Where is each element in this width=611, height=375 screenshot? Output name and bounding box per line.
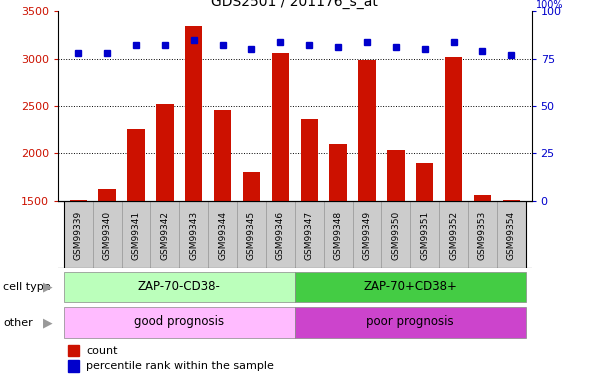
Text: GSM99350: GSM99350 (392, 211, 400, 260)
Bar (64, 308, 295, 338)
Bar (411, 201, 439, 268)
Bar (295, 201, 324, 268)
Text: GSM99351: GSM99351 (420, 211, 430, 260)
Text: GSM99345: GSM99345 (247, 211, 256, 260)
Bar (295, 308, 526, 338)
Text: ▶: ▶ (43, 280, 53, 293)
Bar (387, 150, 404, 343)
Text: good prognosis: good prognosis (134, 315, 224, 328)
Text: 100%: 100% (536, 0, 563, 10)
Bar (295, 272, 526, 302)
Bar (127, 129, 145, 343)
Bar (468, 201, 497, 268)
Bar (208, 201, 237, 268)
Bar (237, 201, 266, 268)
Bar (474, 195, 491, 343)
Bar (70, 200, 87, 343)
Bar (497, 201, 526, 268)
Bar (122, 201, 150, 268)
Text: GSM99354: GSM99354 (507, 211, 516, 260)
Bar (353, 201, 381, 268)
Bar (416, 163, 433, 343)
Bar (439, 201, 468, 268)
Text: GSM99343: GSM99343 (189, 211, 198, 260)
Text: cell type: cell type (3, 282, 51, 292)
Text: ZAP-70+CD38+: ZAP-70+CD38+ (364, 280, 457, 293)
Bar (98, 189, 116, 343)
Text: GSM99348: GSM99348 (334, 211, 343, 260)
Bar (301, 119, 318, 343)
Bar (272, 53, 289, 343)
Bar (266, 201, 295, 268)
Bar (156, 104, 174, 343)
Bar (445, 57, 463, 343)
Text: GSM99347: GSM99347 (305, 211, 313, 260)
Text: ZAP-70-CD38-: ZAP-70-CD38- (138, 280, 221, 293)
Text: GSM99339: GSM99339 (74, 211, 82, 260)
Bar (214, 110, 232, 343)
Text: ▶: ▶ (43, 316, 53, 329)
Bar (93, 201, 122, 268)
Bar (358, 60, 376, 343)
Title: GDS2501 / 201176_s_at: GDS2501 / 201176_s_at (211, 0, 378, 9)
Bar (243, 172, 260, 343)
Bar (381, 201, 411, 268)
Bar (64, 272, 295, 302)
Bar (324, 201, 353, 268)
Bar (150, 201, 179, 268)
Text: GSM99344: GSM99344 (218, 211, 227, 260)
Bar (329, 144, 347, 343)
Bar (185, 26, 202, 343)
Text: percentile rank within the sample: percentile rank within the sample (87, 361, 274, 371)
Bar (68, 360, 79, 372)
Bar (68, 345, 79, 356)
Text: GSM99346: GSM99346 (276, 211, 285, 260)
Bar (503, 200, 520, 343)
Text: GSM99340: GSM99340 (103, 211, 112, 260)
Text: GSM99353: GSM99353 (478, 211, 487, 260)
Text: GSM99352: GSM99352 (449, 211, 458, 260)
Text: poor prognosis: poor prognosis (367, 315, 454, 328)
Bar (64, 201, 93, 268)
Text: count: count (87, 346, 118, 356)
Text: GSM99342: GSM99342 (160, 211, 169, 260)
Bar (179, 201, 208, 268)
Text: GSM99349: GSM99349 (362, 211, 371, 260)
Text: other: other (3, 318, 33, 327)
Text: GSM99341: GSM99341 (131, 211, 141, 260)
